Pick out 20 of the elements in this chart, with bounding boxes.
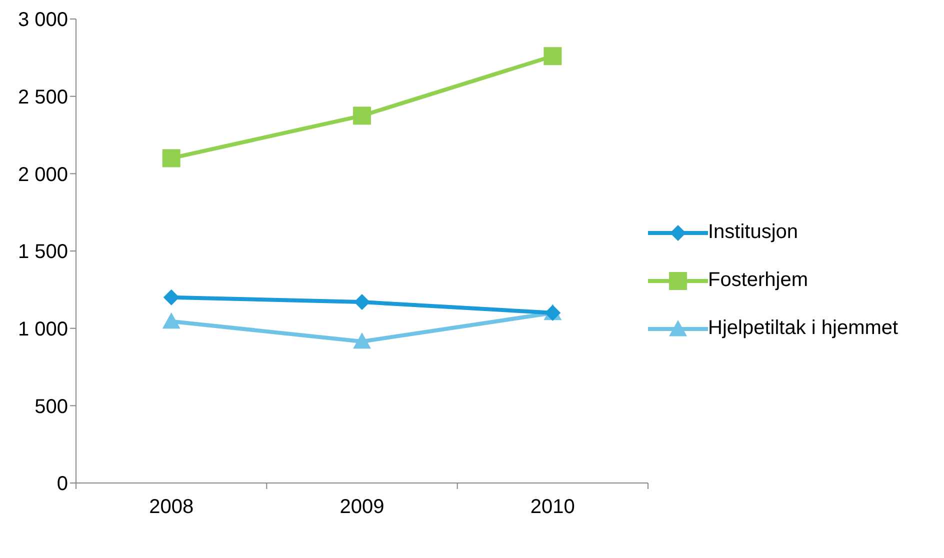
- x-tick-label: 2010: [530, 496, 575, 518]
- legend-label: Fosterhjem: [708, 269, 808, 292]
- y-tick-label: 2 000: [18, 164, 68, 186]
- y-tick-label: 1 500: [18, 241, 68, 264]
- y-tick-label: 3 000: [18, 9, 68, 32]
- legend-label: Institusjon: [708, 221, 798, 244]
- point: [163, 289, 180, 306]
- legend-label: Hjelpetiltak i hjemmet: [708, 317, 898, 340]
- y-tick-label: 500: [34, 396, 68, 418]
- point: [162, 149, 180, 168]
- point: [544, 47, 562, 66]
- x-tick-label: 2009: [340, 496, 384, 518]
- point: [353, 332, 371, 349]
- y-tick-label: 0: [56, 473, 68, 496]
- x-tick-label: 2008: [149, 496, 194, 518]
- point: [162, 312, 180, 329]
- point: [354, 294, 370, 310]
- y-tick-label: 1 000: [18, 318, 68, 340]
- point: [353, 106, 371, 125]
- y-tick-label: 2 500: [18, 86, 68, 108]
